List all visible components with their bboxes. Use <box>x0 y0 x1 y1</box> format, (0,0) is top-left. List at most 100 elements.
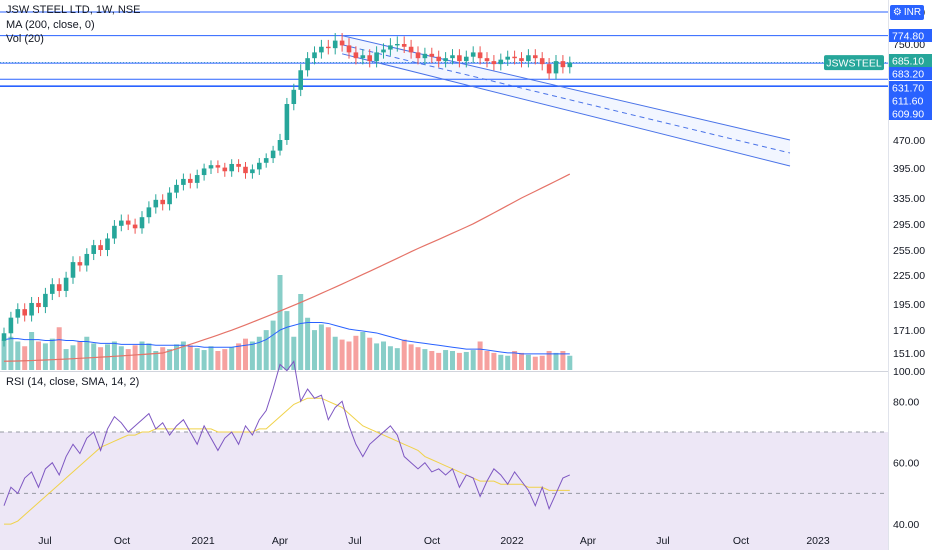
volume-bar <box>381 341 386 370</box>
candle-body <box>208 165 214 169</box>
volume-bar <box>29 332 35 370</box>
volume-bar <box>546 351 552 370</box>
candle-body <box>464 56 469 62</box>
volume-bar <box>456 352 462 370</box>
candle-body <box>436 56 441 62</box>
volume-bar <box>125 349 131 370</box>
volume-bar <box>132 345 138 370</box>
candle-body <box>201 168 207 176</box>
volume-bar <box>339 339 345 370</box>
price-tag-label: 611.60 <box>892 96 923 108</box>
candle-body <box>194 175 200 183</box>
price-axis-label: 151.00 <box>893 348 925 360</box>
candle-body <box>539 58 545 65</box>
price-axis-label: 335.00 <box>893 193 925 205</box>
volume-bar <box>256 336 262 370</box>
legend-ma[interactable]: MA (200, close, 0) <box>6 19 95 31</box>
price-tag-label: 685.10 <box>892 56 924 68</box>
candle-body <box>146 207 152 218</box>
candle-body <box>77 262 83 266</box>
candle-body <box>429 53 435 57</box>
candle-body <box>188 178 193 183</box>
candle-body <box>270 150 276 159</box>
candle-body <box>167 192 172 205</box>
volume-bar <box>222 349 228 370</box>
price-tag <box>889 107 932 120</box>
candle-body <box>277 140 283 151</box>
ma200-line <box>3 173 571 362</box>
candle-body <box>263 158 269 163</box>
candle-body <box>257 162 262 170</box>
volume-bar <box>443 350 449 370</box>
candle-body <box>388 45 393 50</box>
candle-body <box>119 220 124 226</box>
volume-bar <box>470 350 476 370</box>
price-axis-label: 171.00 <box>893 325 925 337</box>
candle-body <box>8 317 14 334</box>
candle-body <box>236 163 241 167</box>
volume-bar <box>187 345 193 370</box>
price-tag-label: 683.20 <box>892 69 924 81</box>
volume-bar <box>553 352 559 370</box>
candle-body <box>98 245 103 250</box>
candle-body <box>353 52 359 59</box>
rsi-axis-label: 60.00 <box>893 458 919 470</box>
candle-body <box>477 52 483 59</box>
volume-bar <box>291 336 297 370</box>
volume-bar <box>22 346 28 370</box>
price-tag <box>889 54 932 67</box>
volume-bar <box>84 336 90 370</box>
volume-bar <box>229 347 235 370</box>
rsi-band <box>0 432 888 550</box>
candle-body <box>484 58 490 62</box>
candle-body <box>174 184 179 193</box>
volume-bar <box>36 341 41 370</box>
candle-body <box>415 52 421 59</box>
candle-body <box>132 224 138 229</box>
candle-body <box>332 40 338 49</box>
price-axis-label: 255.00 <box>893 245 925 257</box>
horizontal-levels <box>0 11 888 87</box>
candle-body <box>291 89 297 105</box>
trend-channel <box>341 35 791 167</box>
currency-button[interactable]: ⚙ INR <box>890 5 924 20</box>
candle-body <box>36 302 41 308</box>
volume-bar <box>374 343 380 370</box>
volume-bar <box>484 351 490 370</box>
candle-body <box>319 46 324 53</box>
volume-bar <box>512 351 518 370</box>
volume-bar <box>532 356 538 370</box>
candle-body <box>91 245 96 254</box>
time-axis: Jul Oct 2021 Apr Jul Oct 2022 Apr Jul Oct 2023 <box>38 535 830 547</box>
rsi-band-layer <box>0 431 888 550</box>
candle-body <box>533 55 538 59</box>
volume-bar <box>153 351 159 370</box>
candle-body <box>29 302 34 316</box>
candle-body <box>298 70 303 90</box>
candle-body <box>360 55 366 59</box>
price-axis-label: 395.00 <box>893 163 925 175</box>
legend-rsi[interactable]: RSI (14, close, SMA, 14, 2) <box>6 376 140 388</box>
candle-body <box>112 225 117 239</box>
volume-bar <box>249 341 255 370</box>
volume-bar <box>180 341 186 370</box>
candle-body <box>153 199 159 208</box>
volume-bar <box>42 343 48 370</box>
volume-bar <box>194 348 200 370</box>
rsi-axis-label: 80.00 <box>893 396 919 408</box>
volume-bar <box>236 343 242 370</box>
volume-bar <box>160 347 166 370</box>
candle-body <box>546 64 552 74</box>
legend-main[interactable]: JSW STEEL LTD, 1W, NSE <box>6 4 141 16</box>
candle-body <box>374 52 379 62</box>
time-axis-label: Apr <box>580 535 597 547</box>
candle-body <box>553 61 559 74</box>
gear-icon: ⚙ <box>892 7 902 18</box>
candle-body <box>84 253 90 266</box>
legend-vol[interactable]: Vol (20) <box>6 33 44 45</box>
candle-body <box>222 167 228 172</box>
time-axis-label: Oct <box>733 535 749 547</box>
candle-body <box>408 46 414 53</box>
